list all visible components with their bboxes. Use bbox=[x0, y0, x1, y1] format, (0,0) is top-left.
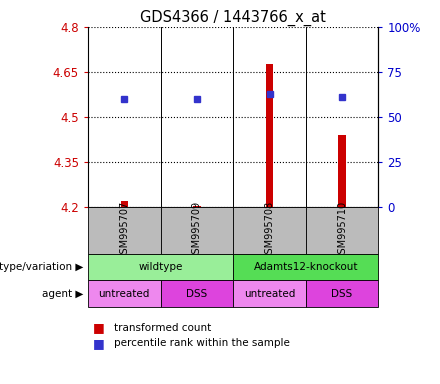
Text: ■: ■ bbox=[92, 336, 104, 349]
Text: genotype/variation ▶: genotype/variation ▶ bbox=[0, 262, 84, 272]
Text: GSM995707: GSM995707 bbox=[119, 201, 129, 260]
Bar bbox=[121, 201, 128, 207]
Bar bbox=[161, 280, 233, 306]
Title: GDS4366 / 1443766_x_at: GDS4366 / 1443766_x_at bbox=[140, 9, 326, 25]
Bar bbox=[306, 207, 378, 254]
Bar bbox=[193, 206, 201, 207]
Bar bbox=[161, 207, 233, 254]
Text: agent ▶: agent ▶ bbox=[42, 288, 84, 298]
Text: ■: ■ bbox=[92, 321, 104, 334]
Bar bbox=[233, 280, 306, 306]
Bar bbox=[233, 254, 378, 280]
Text: transformed count: transformed count bbox=[114, 323, 212, 333]
Text: percentile rank within the sample: percentile rank within the sample bbox=[114, 338, 290, 348]
Text: wildtype: wildtype bbox=[139, 262, 183, 272]
Bar bbox=[88, 254, 233, 280]
Text: untreated: untreated bbox=[244, 288, 295, 298]
Bar bbox=[266, 65, 273, 207]
Bar bbox=[88, 207, 161, 254]
Bar bbox=[338, 135, 346, 207]
Bar bbox=[233, 207, 306, 254]
Text: GSM995708: GSM995708 bbox=[264, 201, 275, 260]
Bar bbox=[306, 280, 378, 306]
Text: GSM995710: GSM995710 bbox=[337, 201, 347, 260]
Text: untreated: untreated bbox=[99, 288, 150, 298]
Text: Adamts12-knockout: Adamts12-knockout bbox=[253, 262, 358, 272]
Text: DSS: DSS bbox=[331, 288, 353, 298]
Text: GSM995709: GSM995709 bbox=[192, 201, 202, 260]
Text: DSS: DSS bbox=[186, 288, 208, 298]
Bar bbox=[88, 280, 161, 306]
